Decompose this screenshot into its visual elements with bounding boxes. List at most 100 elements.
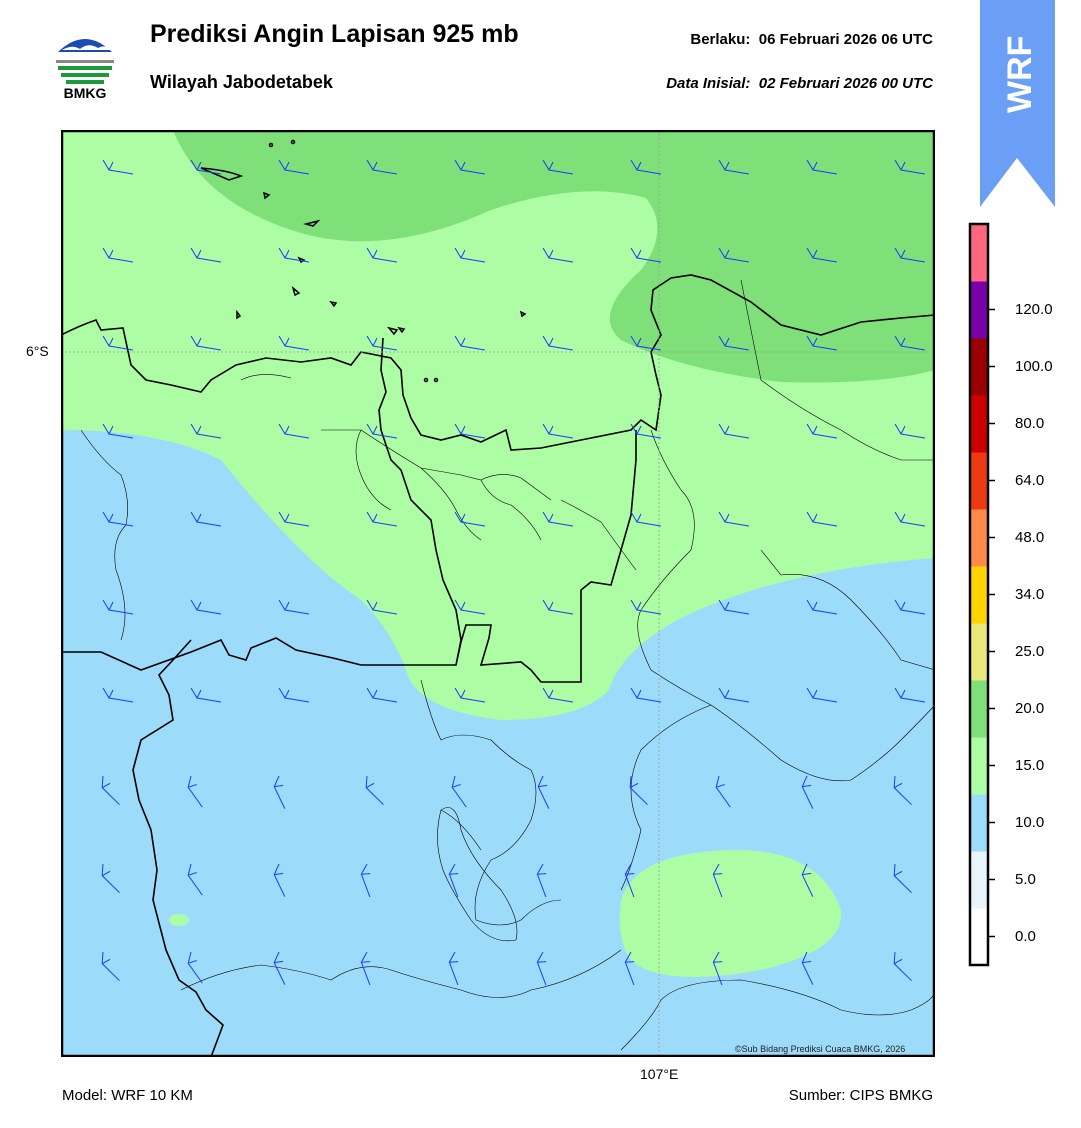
wind-barb <box>366 335 398 351</box>
province-boundary-west <box>132 639 224 1057</box>
wind-barb <box>190 599 222 615</box>
init-label: Data Inisial: <box>666 75 751 92</box>
wind-barb <box>187 775 203 808</box>
colorbar-cell <box>970 566 988 624</box>
wind-barb <box>629 775 648 806</box>
wind-barb <box>102 599 134 615</box>
wind-barb <box>894 335 926 351</box>
wind-barb <box>718 335 750 351</box>
colorbar-label: 34.0 <box>1015 585 1045 603</box>
colorbar-label: 5.0 <box>1015 870 1036 888</box>
colorbar-label: 0.0 <box>1015 927 1036 945</box>
wind-barb <box>102 687 134 703</box>
wind-barb <box>801 863 814 897</box>
wind-barb <box>630 159 662 175</box>
coastline-java <box>61 274 935 451</box>
wind-barb <box>712 863 723 898</box>
colorbar-cell <box>970 338 988 396</box>
wind-barb <box>536 951 547 986</box>
colorbar-label: 120.0 <box>1015 300 1053 318</box>
wind-barb <box>893 775 912 806</box>
colorbar-label: 100.0 <box>1015 357 1053 375</box>
colorbar-cell <box>970 680 988 738</box>
wind-barb <box>718 159 750 175</box>
wind-barb <box>451 775 467 808</box>
colorbar-label: 64.0 <box>1015 471 1045 489</box>
logo-text: BMKG <box>63 85 107 101</box>
wind-barb <box>801 775 814 809</box>
speed-zone-10-15-dot <box>169 914 189 926</box>
wind-barb <box>624 863 635 898</box>
wind-barb <box>278 159 310 175</box>
wind-barb <box>190 511 222 527</box>
wind-barb <box>190 687 222 703</box>
wind-barb <box>630 687 662 703</box>
wind-barb <box>187 863 203 896</box>
wind-barb <box>630 599 662 615</box>
wind-barb <box>187 951 203 984</box>
colorbar-cell <box>970 395 988 453</box>
wind-barb <box>454 335 486 351</box>
wind-barb <box>360 951 371 986</box>
wind-barb <box>366 511 398 527</box>
lon-label: 107°E <box>640 1066 679 1082</box>
wind-barb <box>806 247 838 263</box>
wind-barb <box>366 159 398 175</box>
colorbar-label: 48.0 <box>1015 528 1045 546</box>
wind-barb <box>542 599 574 615</box>
init-time: Data Inisial: 02 Februari 2026 00 UTC <box>666 75 933 92</box>
wind-barb <box>806 423 838 439</box>
wind-barb <box>102 159 134 175</box>
wind-barb <box>806 687 838 703</box>
wind-barb <box>102 423 134 439</box>
wind-barb <box>893 863 912 894</box>
colorbar-cell <box>970 737 988 795</box>
wind-barb <box>102 335 134 351</box>
page-subtitle: Wilayah Jabodetabek <box>150 72 333 92</box>
wind-barb <box>542 247 574 263</box>
wind-barb <box>718 511 750 527</box>
wind-barb <box>542 159 574 175</box>
colorbar-cell <box>970 452 988 510</box>
wind-barb <box>894 159 926 175</box>
colorbar-cell <box>970 224 988 282</box>
wind-barb <box>454 687 486 703</box>
wind-barb <box>536 863 547 898</box>
wind-barb <box>101 863 120 894</box>
wind-barb <box>102 247 134 263</box>
colorbar-label: 80.0 <box>1015 414 1045 432</box>
valid-label: Berlaku: <box>690 31 751 48</box>
wind-barb <box>542 511 574 527</box>
wind-barb <box>448 863 459 898</box>
speed-zone-10-15-patch <box>619 850 842 978</box>
wind-barb <box>894 511 926 527</box>
colorbar-label: 10.0 <box>1015 813 1045 831</box>
speed-zone-15-20 <box>173 130 935 383</box>
wrf-badge: WRF <box>980 0 1055 207</box>
wind-barb <box>894 599 926 615</box>
wind-barb <box>801 951 814 985</box>
colorbar-cell <box>970 281 988 339</box>
colorbar-cell <box>970 908 988 966</box>
wind-barbs <box>101 159 926 986</box>
bmkg-logo <box>55 29 115 89</box>
wind-barb <box>624 951 635 986</box>
wind-map <box>61 130 935 1057</box>
wind-barb <box>537 775 550 809</box>
wind-barb <box>273 863 286 897</box>
province-boundary <box>61 337 637 683</box>
wind-barb <box>101 775 120 806</box>
wind-barb <box>190 247 222 263</box>
wind-barb <box>454 159 486 175</box>
wind-barb <box>630 423 662 439</box>
map-border <box>61 130 935 1057</box>
valid-value: 06 Februari 2026 06 UTC <box>758 31 933 48</box>
colorbar-cell <box>970 623 988 681</box>
colorbar-cell <box>970 509 988 567</box>
wind-barb <box>542 335 574 351</box>
wind-barb <box>718 687 750 703</box>
colorbar-label: 15.0 <box>1015 756 1045 774</box>
wind-barb <box>360 863 371 898</box>
valid-time: Berlaku: 06 Februari 2026 06 UTC <box>690 31 933 48</box>
wind-barb <box>101 951 120 982</box>
